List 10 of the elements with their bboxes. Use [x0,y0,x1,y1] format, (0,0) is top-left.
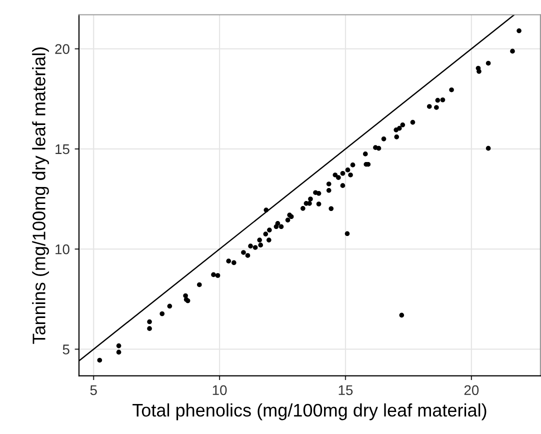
y-tick-label: 15 [56,144,70,154]
x-tick-label: 10 [212,385,227,396]
y-tick-label: 10 [56,244,70,254]
x-tick-label: 15 [338,385,353,396]
y-tick-label: 20 [55,44,70,54]
x-axis-title: Total phenolics (mg/100mg dry leaf material) [132,403,486,420]
y-axis-title: Tannins (mg/100mg dry leaf material) [32,47,49,344]
x-tick-label: 20 [464,385,479,396]
x-tick-label: 5 [90,385,97,396]
y-tick-label: 5 [62,344,70,354]
